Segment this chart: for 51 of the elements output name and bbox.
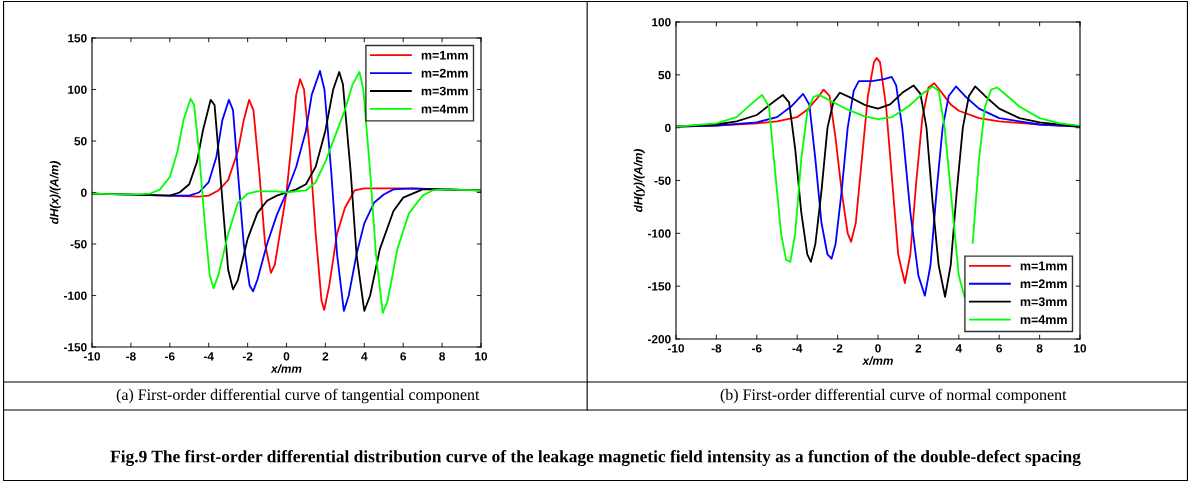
legend-label: m=4mm <box>1020 315 1067 324</box>
x-tick-label: -8 <box>711 344 722 353</box>
legend-label: m=3mm <box>421 86 468 96</box>
x-tick-label: -6 <box>752 344 762 353</box>
y-tick-label: 0 <box>665 123 671 133</box>
y-axis-title: dH(y)/(A/m) <box>633 149 645 212</box>
x-tick-label: -6 <box>165 352 175 361</box>
y-tick-label: 100 <box>68 85 87 94</box>
x-axis-title: x/mm <box>270 364 302 374</box>
x-tick-label: 8 <box>439 352 446 361</box>
x-tick-label: -10 <box>83 352 101 361</box>
x-axis-title: x/mm <box>862 356 893 366</box>
x-tick-label: -10 <box>667 344 685 353</box>
y-tick-label: 100 <box>652 18 671 27</box>
x-tick-label: 4 <box>955 344 963 353</box>
y-tick-label: 0 <box>81 188 87 197</box>
x-tick-label: -2 <box>832 344 843 353</box>
y-axis-title: dH(x)/(A/m) <box>49 161 61 224</box>
legend-label: m=2mm <box>421 68 468 78</box>
legend-label: m=2mm <box>1020 279 1067 289</box>
x-tick-label: 0 <box>283 352 290 361</box>
x-tick-label: -2 <box>242 352 253 361</box>
x-tick-label: 6 <box>400 352 407 361</box>
legend-label: m=4mm <box>421 104 468 114</box>
y-tick-label: -150 <box>647 282 671 291</box>
x-tick-label: 2 <box>915 344 922 353</box>
y-tick-label: -200 <box>647 335 671 344</box>
legend-label: m=1mm <box>1020 261 1067 271</box>
caption: Fig.9 The first-order differential distribution curve of the leakage magnetic field intensity as a function of the double-defect spacing <box>110 449 1081 467</box>
y-tick-label: 50 <box>658 70 671 80</box>
x-tick-label: 10 <box>475 352 488 361</box>
legend-label: m=1mm <box>421 50 468 60</box>
y-tick-label: -150 <box>63 343 87 352</box>
y-tick-label: -100 <box>647 229 671 238</box>
x-tick-label: 6 <box>996 344 1003 353</box>
x-tick-label: 2 <box>322 352 329 361</box>
text: (a) First-order differential curve of tangential component <box>116 388 480 404</box>
y-tick-label: -50 <box>70 240 87 249</box>
x-tick-label: 8 <box>1036 344 1043 353</box>
x-tick-label: -4 <box>203 352 214 361</box>
y-tick-label: -100 <box>63 291 87 300</box>
text: (b) First-order differential curve of normal component <box>720 388 1067 404</box>
y-tick-label: 50 <box>74 137 87 146</box>
x-tick-label: -8 <box>126 352 136 361</box>
y-tick-label: -50 <box>654 176 671 185</box>
legend-label: m=3mm <box>1020 297 1067 307</box>
x-tick-label: 10 <box>1074 344 1087 353</box>
x-tick-label: -4 <box>792 344 803 353</box>
x-tick-label: 0 <box>875 344 881 353</box>
y-tick-label: 150 <box>68 34 87 43</box>
x-tick-label: 4 <box>361 352 368 361</box>
